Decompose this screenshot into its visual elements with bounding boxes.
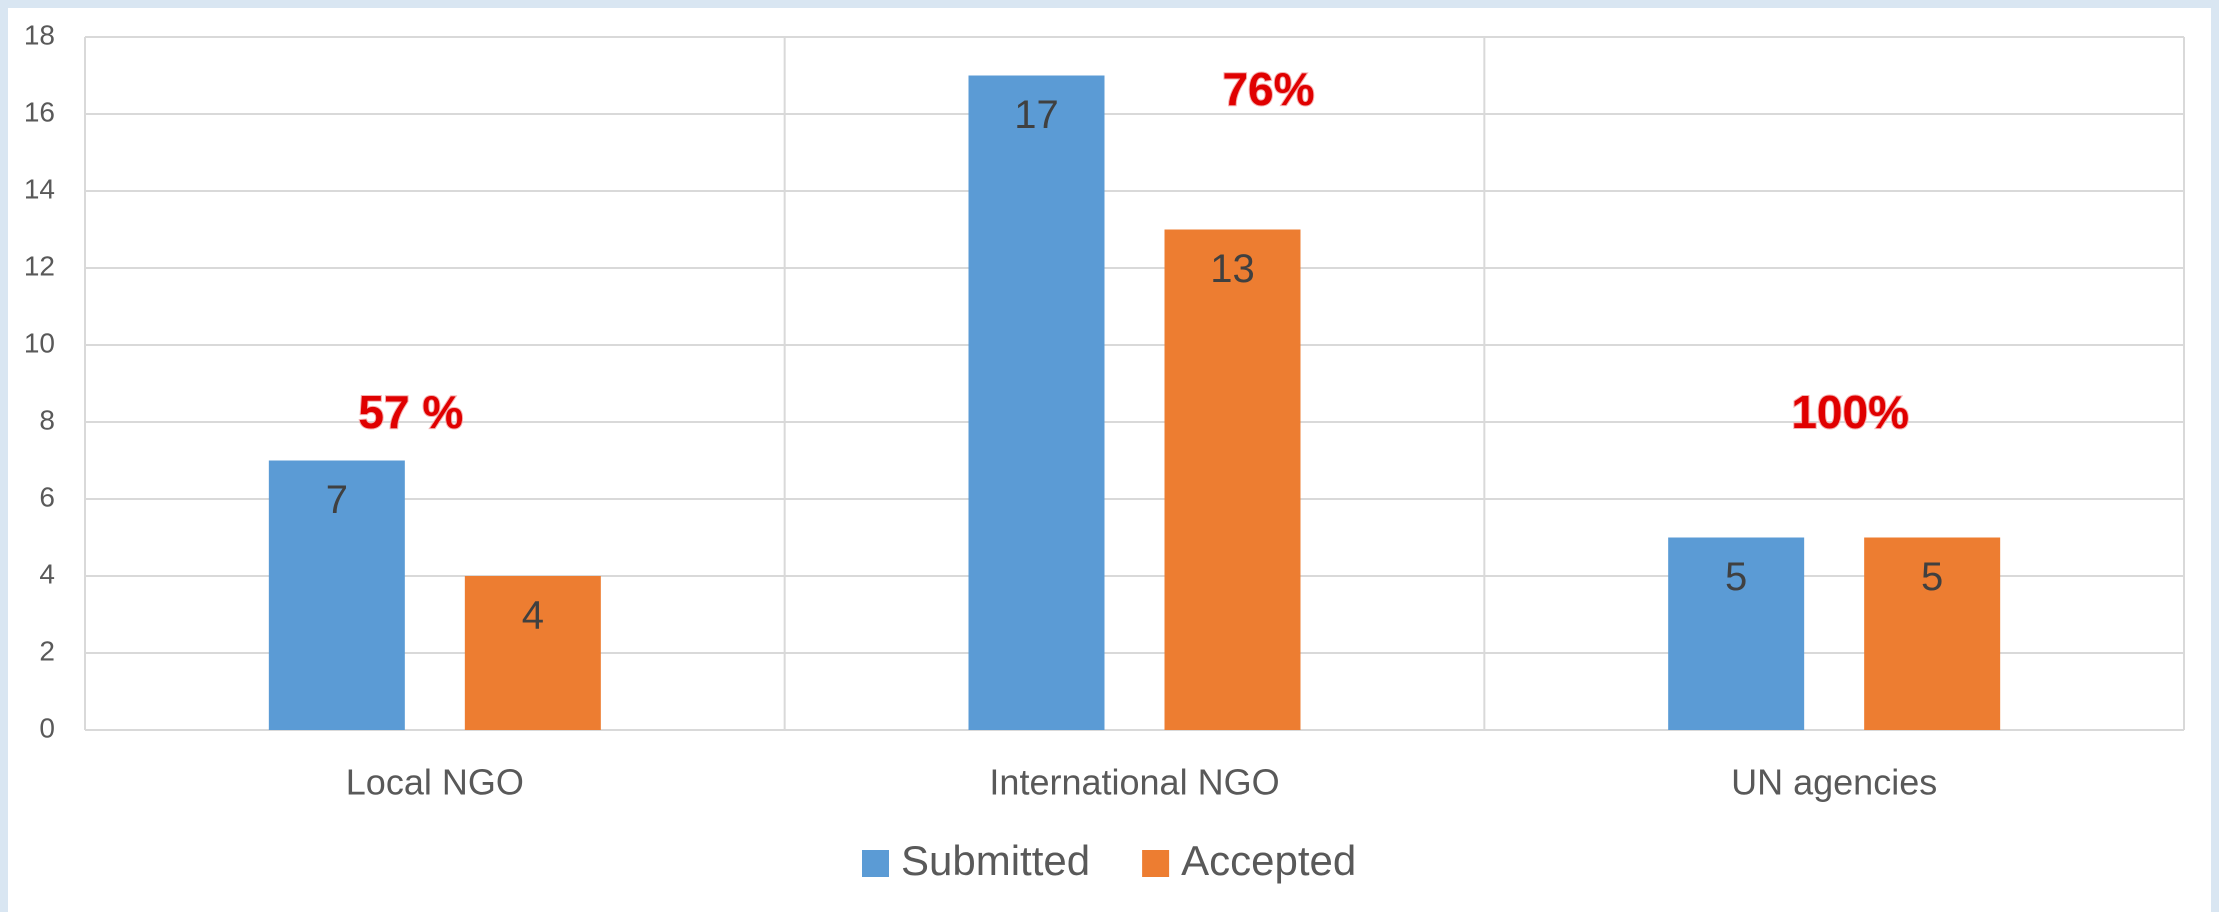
x-tick-label: Local NGO <box>346 762 524 803</box>
y-tick-label: 0 <box>39 712 55 743</box>
y-tick-label: 10 <box>24 327 55 358</box>
data-label: 17 <box>1014 93 1059 137</box>
y-tick-label: 4 <box>39 558 55 589</box>
bar <box>1164 229 1301 730</box>
data-label: 5 <box>1921 555 1943 599</box>
x-tick-label: UN agencies <box>1731 762 1937 803</box>
data-label: 7 <box>326 478 348 522</box>
legend-label: Accepted <box>1181 837 1356 884</box>
bar <box>1864 537 2001 730</box>
y-tick-label: 12 <box>24 250 55 281</box>
bar <box>1668 537 1805 730</box>
data-label: 4 <box>522 594 544 638</box>
y-tick-label: 14 <box>24 173 55 204</box>
bar <box>968 75 1105 730</box>
x-tick-label: International NGO <box>989 762 1279 803</box>
y-tick-label: 6 <box>39 481 55 512</box>
annotation: 76% <box>1222 63 1314 115</box>
y-tick-label: 8 <box>39 404 55 435</box>
data-label: 13 <box>1210 247 1255 291</box>
data-label: 5 <box>1725 555 1747 599</box>
legend-swatch <box>1142 850 1170 877</box>
y-tick-label: 16 <box>24 96 55 127</box>
y-tick-label: 18 <box>24 19 55 50</box>
annotation: 100% <box>1791 386 1909 438</box>
y-tick-label: 2 <box>39 635 55 666</box>
bar <box>268 460 405 730</box>
legend-label: Submitted <box>901 837 1090 884</box>
annotation: 57 % <box>358 386 463 438</box>
legend-swatch <box>862 850 889 877</box>
chart-area <box>8 8 2211 912</box>
bar <box>464 576 601 730</box>
